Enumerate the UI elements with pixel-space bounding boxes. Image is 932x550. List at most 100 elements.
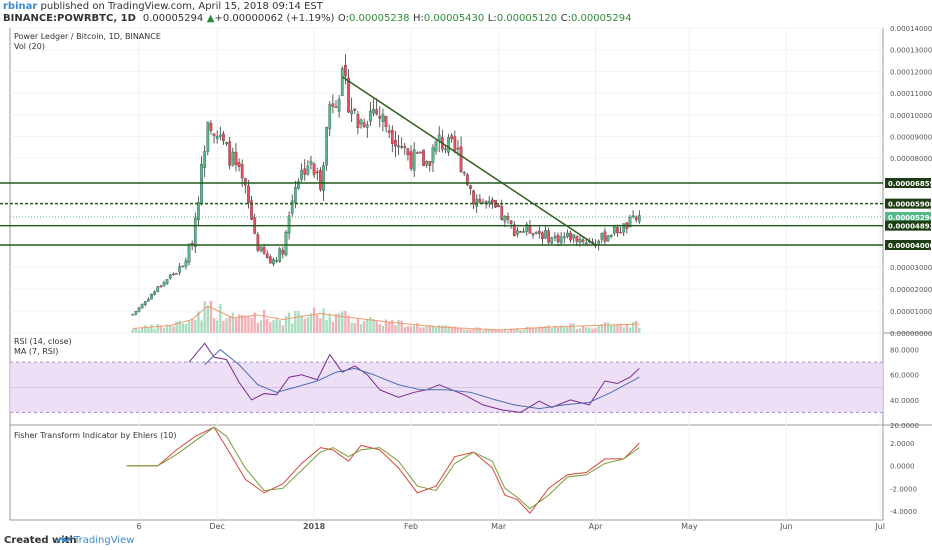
fisher-y-tick-label: 0.0000: [890, 463, 915, 471]
volume-bar: [635, 321, 638, 333]
candle-body: [140, 304, 144, 309]
candle-body: [272, 259, 275, 265]
volume-bar: [441, 325, 444, 333]
candle-body: [369, 110, 372, 122]
volume-bar: [372, 318, 375, 333]
volume-bar: [522, 329, 525, 333]
rsi-ma-title: MA (7, RSI): [14, 347, 58, 356]
y-tick-label: 0.00000000: [890, 330, 932, 338]
volume-bar: [581, 326, 585, 333]
volume-bar: [250, 317, 253, 333]
volume-bar: [538, 326, 541, 333]
candle-body: [290, 200, 294, 214]
candle-body: [425, 161, 429, 166]
volume-bar: [566, 326, 569, 333]
candle-body: [165, 279, 169, 284]
volume-bar: [434, 326, 438, 333]
candle-body: [616, 227, 619, 234]
volume-bar: [375, 320, 378, 333]
candle-body: [403, 146, 407, 149]
candle-body: [537, 230, 541, 234]
volume-bar: [165, 324, 169, 333]
y-tick-label: 0.00014000: [890, 25, 932, 33]
candle-body: [278, 248, 282, 262]
candle-body: [465, 174, 469, 185]
volume-bar: [584, 327, 588, 333]
volume-bar: [428, 324, 432, 333]
volume-bar: [600, 324, 604, 333]
volume-bar: [153, 328, 156, 333]
volume-bar: [312, 307, 316, 333]
volume-bar: [197, 311, 200, 333]
footer: Created with TradingView: [0, 532, 932, 550]
x-tick-label: 2018: [303, 522, 326, 531]
price-label-box: [885, 240, 931, 250]
candle-body: [397, 145, 400, 148]
candle-body: [134, 310, 138, 315]
volume-bar: [394, 325, 397, 333]
volume-bar: [619, 323, 622, 333]
tradingview-brand[interactable]: TradingView: [74, 535, 135, 546]
volume-bar: [256, 322, 260, 333]
candle-body: [281, 249, 285, 255]
candle-body: [447, 137, 450, 153]
candle-body: [528, 225, 532, 234]
candle-body: [162, 282, 166, 287]
y-tick-label: 0.00001000: [890, 308, 932, 316]
volume-bar: [591, 328, 594, 333]
volume-bar: [447, 325, 450, 333]
candle-body: [394, 139, 397, 147]
candle-body: [268, 256, 272, 264]
volume-ma-line: [132, 305, 640, 331]
volume-bar: [572, 323, 575, 333]
up-arrow-icon: ▲: [206, 13, 215, 24]
volume-bar: [131, 329, 134, 333]
volume-bar: [472, 329, 475, 333]
rsi-line: [188, 342, 640, 413]
volume-bar: [466, 329, 469, 333]
volume-bar: [638, 327, 641, 333]
candle-body: [519, 231, 522, 233]
volume-bar: [262, 309, 266, 333]
y-tick-label: 0.00013000: [890, 47, 932, 55]
candle-body: [634, 216, 638, 220]
symbol-label[interactable]: BINANCE:POWRBTC, 1D: [3, 13, 136, 24]
high-label: H:: [412, 13, 424, 24]
volume-bar: [172, 326, 175, 333]
volume-bar: [525, 326, 528, 333]
candle-body: [562, 236, 566, 239]
candle-body: [422, 149, 425, 167]
volume-bar: [322, 308, 325, 333]
volume-bar: [469, 329, 472, 333]
volume-bar: [287, 312, 291, 333]
volume-bar: [272, 320, 275, 333]
ohlc-line: BINANCE:POWRBTC, 1D 0.00005294 ▲+0.00000…: [3, 13, 631, 24]
candle-body: [609, 235, 613, 237]
volume-bar: [578, 328, 582, 333]
candle-body: [509, 220, 513, 224]
candle-body: [556, 235, 560, 243]
candle-body: [575, 235, 579, 242]
candle-body: [184, 260, 188, 267]
volume-bar: [316, 315, 319, 333]
volume-bar: [513, 329, 516, 333]
volume-bar: [528, 326, 532, 333]
volume-bar: [613, 324, 616, 333]
x-tick-label: Apr: [589, 522, 604, 531]
y-tick-label: 0.00012000: [890, 68, 932, 76]
fisher-y-tick-label: -2.0000: [890, 485, 917, 493]
candle-body: [372, 109, 375, 114]
candle-body: [322, 165, 325, 191]
volume-bar: [541, 326, 544, 333]
x-tick-label: Dec: [209, 522, 224, 531]
volume-bar: [144, 325, 147, 333]
candle-body: [525, 224, 529, 232]
candle-body: [215, 135, 219, 139]
candle-body: [228, 141, 232, 166]
author-link[interactable]: rbinar: [3, 1, 38, 12]
chart-area[interactable]: 6 Dec 2018 Feb Mar Apr May Jun Jul 0.00014000 0.00…: [0, 0, 932, 532]
volume-bar: [444, 325, 447, 333]
volume-bar: [456, 327, 460, 333]
volume-bar: [484, 328, 488, 333]
volume-bar: [362, 321, 366, 333]
